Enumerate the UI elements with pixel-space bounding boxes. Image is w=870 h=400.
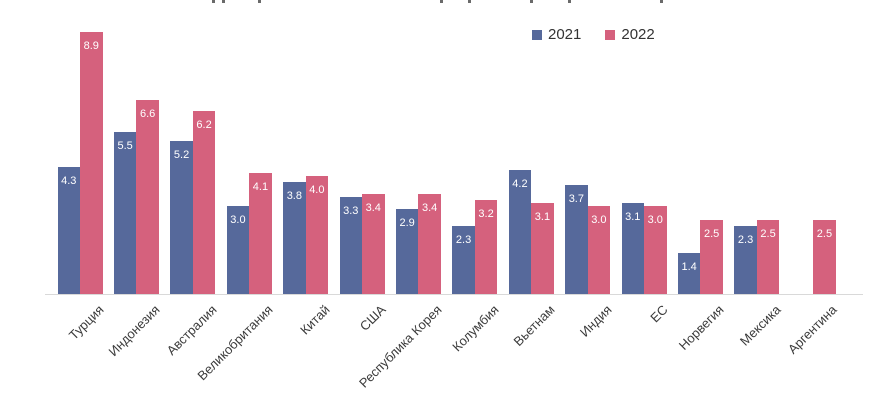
bar-2021: 4.2: [508, 170, 532, 294]
legend-item-2021: 2021: [532, 26, 581, 43]
bar-2022: 3.4: [418, 193, 441, 294]
bar-2021: 2.9: [395, 208, 419, 294]
x-axis-label: Вьетнам: [510, 302, 558, 350]
bar-value-label: 2.3: [737, 234, 754, 247]
legend-swatch-2021: [532, 29, 542, 40]
clipped-title-fragment: [660, 0, 663, 3]
bar-value-label: 2.3: [455, 234, 472, 247]
bar-2021: 3.0: [226, 205, 250, 294]
x-axis-label: Турция: [65, 302, 107, 343]
bar-value-label: 3.4: [365, 201, 381, 214]
legend-label-2022: 2022: [621, 26, 655, 43]
x-axis-label: Индонезия: [105, 302, 163, 360]
bar-2022: 2.5: [756, 220, 780, 294]
bar-2022: 3.0: [587, 205, 611, 294]
bar-value-label: 3.0: [591, 213, 607, 226]
x-axis-label: Норвегия: [676, 302, 727, 353]
bar-2021: 2.3: [734, 226, 757, 294]
bar-2021: 1.4: [677, 252, 701, 294]
bar-value-label: 3.1: [625, 210, 641, 223]
clipped-title-fragment: [212, 0, 215, 3]
bar-2021: 5.2: [170, 140, 193, 294]
bar-value-label: 3.4: [421, 201, 438, 214]
bar-value-label: 4.1: [252, 181, 269, 194]
clipped-title-fragment: [468, 0, 471, 3]
x-axis-label: ЕС: [647, 302, 671, 326]
bar-value-label: 3.7: [568, 193, 584, 206]
bar-value-label: 3.3: [343, 204, 359, 217]
bar-value-label: 3.8: [286, 190, 302, 203]
bar-value-label: 5.2: [173, 148, 190, 161]
clipped-title-fragment: [440, 0, 443, 3]
clipped-title-fragment: [222, 0, 225, 3]
bar-value-label: 3.0: [230, 213, 246, 226]
plot-area: 4.3 8.9 Турция 5.5 6.6 Индонезия 5.2 6.2 Австрал…: [45, 30, 863, 391]
x-axis-label: Мексика: [736, 302, 784, 349]
bar-value-label: 3.1: [534, 210, 551, 223]
bar-2022: 6.6: [136, 99, 159, 294]
bar-2022: 4.1: [249, 173, 272, 294]
bar-2022: 3.1: [531, 202, 554, 294]
bar-value-label: 3.0: [647, 213, 663, 226]
bar-value-label: 3.2: [478, 207, 494, 220]
x-axis-label: Колумбия: [449, 302, 502, 355]
clipped-title-fragment: [568, 0, 571, 3]
bar-2022: 8.9: [80, 31, 103, 294]
bar-2021: 5.5: [113, 132, 137, 294]
clipped-title-fragment: [530, 0, 533, 3]
x-axis-label: Аргентина: [785, 302, 840, 357]
bar-2021: 3.1: [621, 202, 644, 294]
x-axis-label: Индия: [576, 302, 615, 340]
bar-value-label: 2.5: [760, 228, 776, 241]
bar-2022: 3.4: [362, 193, 385, 294]
bar-value-label: 4.2: [512, 178, 528, 191]
bar-2021: 3.7: [565, 185, 588, 294]
bar-value-label: 2.9: [399, 216, 415, 229]
bar-value-label: 2.5: [703, 228, 720, 241]
bar-2021: 4.3: [57, 167, 80, 294]
bar-2022: 3.2: [474, 199, 498, 294]
bar-value-label: 1.4: [681, 260, 697, 273]
bar-value-label: 6.6: [139, 107, 156, 120]
bar-2021: 3.8: [283, 182, 306, 294]
legend-label-2021: 2021: [548, 26, 582, 43]
bar-value-label: 4.3: [61, 175, 77, 188]
bar-value-label: 2.5: [816, 228, 833, 241]
bar-value-label: 4.0: [309, 184, 325, 197]
bar-value-label: 6.2: [196, 119, 212, 132]
bar-2022: 2.5: [813, 220, 836, 294]
bar-2022: 6.2: [192, 111, 216, 294]
bar-value-label: 5.5: [117, 140, 133, 153]
bar-2022: 3.0: [644, 205, 667, 294]
bar-2022: 2.5: [700, 220, 723, 294]
x-axis-label: США: [356, 302, 389, 334]
legend: 2021 2022: [532, 26, 655, 43]
bar-2021: 3.3: [339, 196, 362, 294]
legend-item-2022: 2022: [605, 26, 655, 43]
bar-value-label: 8.9: [83, 39, 99, 52]
x-axis-label: Австралия: [163, 302, 220, 359]
x-axis-label: Китай: [296, 302, 333, 338]
clipped-title-fragment: [258, 0, 261, 3]
x-axis-line: [45, 294, 863, 295]
bar-2021: 2.3: [452, 226, 475, 294]
legend-swatch-2022: [605, 29, 616, 40]
bar-2022: 4.0: [305, 176, 329, 294]
